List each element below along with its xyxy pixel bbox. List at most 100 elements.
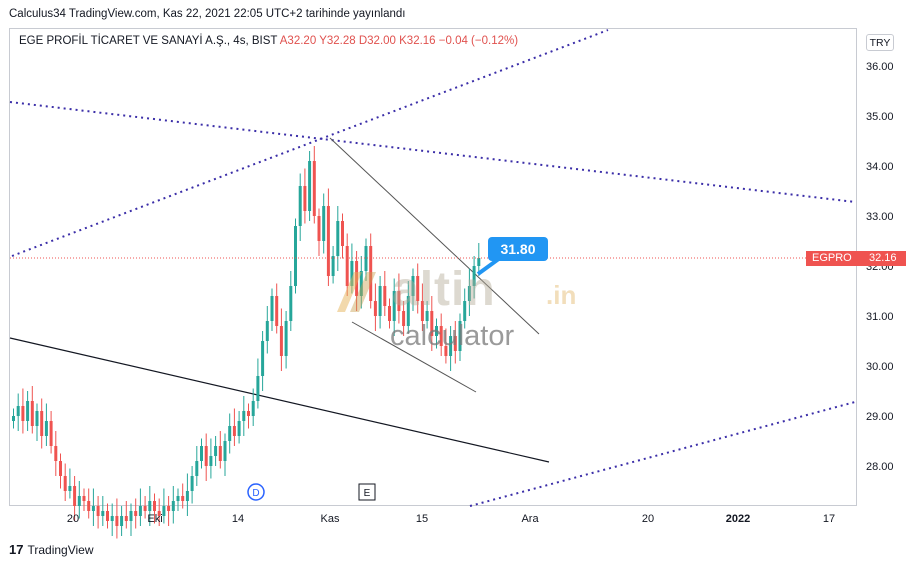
x-tick-label: 17 bbox=[823, 513, 835, 525]
candle-body bbox=[223, 441, 227, 461]
y-tick-label: 29.00 bbox=[866, 411, 894, 423]
candle-body bbox=[40, 411, 44, 436]
candle-body bbox=[383, 286, 387, 306]
candle-body bbox=[176, 496, 180, 501]
candle-body bbox=[402, 311, 406, 326]
last-price-label: EGPRO 32.16 bbox=[806, 251, 906, 266]
candle-body bbox=[317, 216, 321, 241]
candle-body bbox=[392, 291, 396, 321]
currency-button[interactable]: TRY bbox=[866, 34, 894, 51]
candle-body bbox=[120, 516, 124, 526]
candle-body bbox=[472, 266, 476, 286]
candle-body bbox=[308, 161, 312, 211]
candle-body bbox=[148, 501, 152, 511]
price-callout: 31.80 bbox=[488, 237, 548, 261]
x-tick-label: 14 bbox=[232, 513, 244, 525]
wedge-upper-line bbox=[329, 137, 540, 335]
candle-body bbox=[87, 501, 91, 511]
candle-body bbox=[435, 326, 438, 336]
candle-body bbox=[303, 186, 307, 211]
y-tick-label: 34.00 bbox=[866, 161, 894, 173]
candle-body bbox=[284, 321, 288, 356]
candle-body bbox=[378, 286, 382, 316]
falling-dotted-trendline bbox=[9, 101, 856, 203]
candle-body bbox=[21, 406, 25, 421]
candle-body bbox=[463, 301, 467, 321]
chart-pane[interactable] bbox=[9, 28, 857, 506]
candle-body bbox=[289, 286, 293, 321]
candle-body bbox=[345, 246, 349, 286]
candle-body bbox=[195, 461, 199, 476]
candle-body bbox=[82, 496, 86, 501]
candle-body bbox=[279, 326, 283, 356]
candle-body bbox=[388, 306, 391, 321]
candle-body bbox=[35, 411, 39, 426]
candle-body bbox=[134, 511, 138, 516]
candle-body bbox=[439, 326, 443, 346]
candle-body bbox=[200, 446, 203, 461]
event-marker-e-label: E bbox=[364, 488, 371, 499]
candle-body bbox=[218, 446, 222, 461]
symbol-legend: EGE PROFİL TİCARET VE SANAYİ A.Ş., 4s, B… bbox=[19, 35, 518, 47]
publish-caption: Calculus34 TradingView.com, Kas 22, 2021… bbox=[9, 8, 406, 20]
event-marker-e[interactable]: E bbox=[358, 483, 376, 501]
candle-body bbox=[214, 446, 218, 456]
candle-body bbox=[49, 421, 53, 446]
x-tick-label: 20 bbox=[67, 513, 79, 525]
candle-body bbox=[275, 296, 279, 326]
candle-body bbox=[96, 506, 100, 516]
candle-body bbox=[406, 296, 410, 326]
candle-body bbox=[138, 506, 142, 516]
candle-body bbox=[167, 506, 171, 511]
candle-body bbox=[54, 446, 58, 461]
candle-body bbox=[256, 376, 260, 401]
y-tick-label: 30.00 bbox=[866, 361, 894, 373]
candle-body bbox=[336, 221, 340, 256]
candle-body bbox=[355, 261, 359, 296]
candle-body bbox=[430, 311, 434, 336]
candle-body bbox=[228, 426, 232, 441]
last-price-value: 32.16 bbox=[869, 252, 897, 264]
event-marker-d[interactable]: D bbox=[247, 483, 265, 501]
candle-body bbox=[444, 346, 448, 356]
y-tick-label: 31.00 bbox=[866, 311, 894, 323]
x-tick-label: Kas bbox=[321, 513, 340, 525]
candle-body bbox=[467, 286, 471, 301]
candle-body bbox=[204, 446, 208, 466]
x-tick-label: 15 bbox=[416, 513, 428, 525]
candle-body bbox=[420, 301, 424, 321]
tradingview-logo-icon: 17 bbox=[9, 542, 24, 557]
candle-body bbox=[101, 511, 105, 516]
candle-body bbox=[162, 506, 166, 516]
candle-body bbox=[129, 511, 133, 521]
candle-body bbox=[157, 511, 161, 516]
candle-body bbox=[124, 516, 128, 521]
candle-body bbox=[397, 291, 401, 311]
x-tick-label: 20 bbox=[642, 513, 654, 525]
candle-body bbox=[326, 206, 330, 276]
ohlc-line: A32.20 Y32.28 D32.00 K32.16 −0.04 (−0.12… bbox=[279, 35, 519, 47]
candle-body bbox=[298, 186, 302, 226]
candle-body bbox=[44, 421, 48, 436]
y-tick-label: 33.00 bbox=[866, 211, 894, 223]
candle-body bbox=[209, 456, 213, 466]
candle-body bbox=[143, 506, 147, 511]
rising-dotted-trendline-lower bbox=[469, 401, 856, 507]
y-tick-label: 28.00 bbox=[866, 461, 894, 473]
falling-support-line bbox=[9, 337, 550, 463]
x-tick-label: Ara bbox=[521, 513, 539, 525]
tradingview-footer[interactable]: 17 TradingView bbox=[9, 542, 94, 557]
candle-body bbox=[232, 426, 236, 436]
tradingview-text: TradingView bbox=[27, 543, 94, 557]
candle-body bbox=[312, 161, 316, 216]
candle-body bbox=[449, 336, 453, 356]
candle-body bbox=[73, 486, 77, 506]
candle-body bbox=[369, 246, 373, 301]
last-price-ticker: EGPRO bbox=[812, 252, 852, 264]
candle-body bbox=[26, 401, 30, 421]
x-tick-label: Eki bbox=[147, 513, 162, 525]
wedge-lower-line bbox=[351, 321, 477, 393]
candle-body bbox=[30, 401, 34, 426]
candle-body bbox=[242, 411, 246, 421]
